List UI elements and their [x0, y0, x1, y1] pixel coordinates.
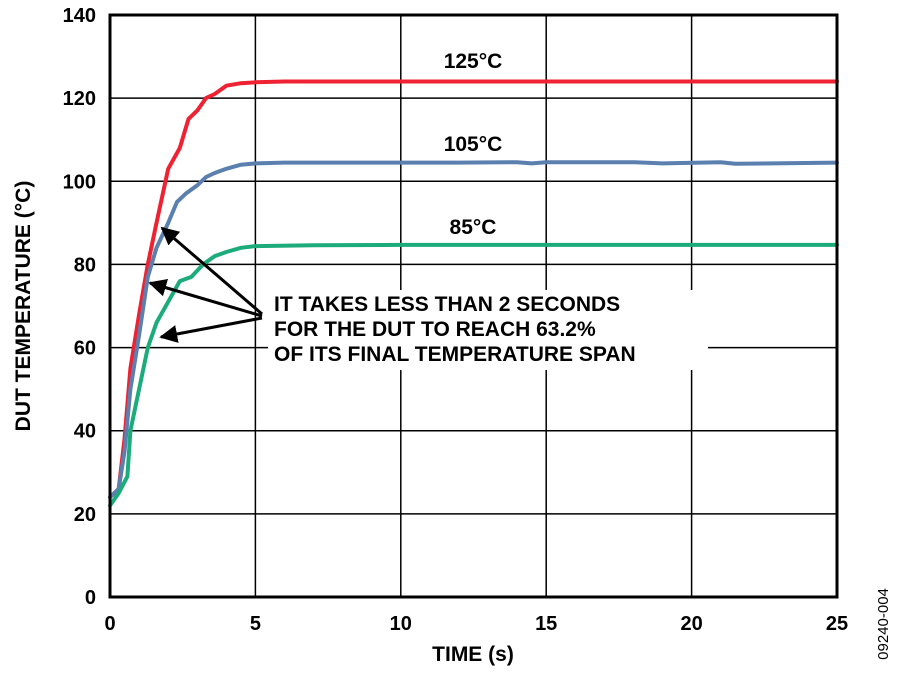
- annotation-line-2: FOR THE DUT TO REACH 63.2%: [274, 318, 596, 341]
- annotation-arrow-125: [160, 226, 263, 316]
- x-tick-label: 5: [250, 613, 261, 635]
- x-tick-label: 15: [535, 613, 557, 635]
- tick-labels: 0 5 10 15 20 25 0 20 40 60 80 100 120 140: [63, 5, 849, 635]
- y-tick-label: 0: [85, 587, 96, 609]
- series-line-2: [108, 242, 839, 508]
- y-tick-label: 40: [74, 421, 96, 443]
- y-tick-label: 60: [74, 338, 96, 360]
- grid: [110, 15, 837, 597]
- figure-id: 09240-004: [875, 588, 892, 660]
- series-lines: [108, 79, 839, 508]
- annotation: IT TAKES LESS THAN 2 SECONDS FOR THE DUT…: [148, 226, 708, 370]
- x-axis-title: TIME (s): [432, 643, 514, 666]
- x-tick-label: 0: [104, 613, 115, 635]
- series-line-1: [108, 160, 839, 500]
- x-tick-label: 10: [390, 613, 412, 635]
- y-tick-label: 20: [74, 504, 96, 526]
- y-axis-title: DUT TEMPERATURE (°C): [12, 181, 35, 432]
- series-label-125: 125°C: [444, 50, 503, 73]
- annotation-background: [268, 290, 708, 370]
- annotation-arrow-85: [159, 316, 263, 343]
- x-tick-label: 25: [826, 613, 848, 635]
- y-tick-label: 80: [74, 254, 96, 276]
- y-tick-label: 120: [63, 88, 96, 110]
- y-tick-label: 140: [63, 5, 96, 27]
- plot-frame: [108, 13, 839, 599]
- series-label-105: 105°C: [444, 133, 503, 156]
- series-labels: 125°C 105°C 85°C: [444, 50, 503, 239]
- annotation-arrow-105: [148, 278, 263, 318]
- series-line-0: [108, 79, 839, 500]
- annotation-line-3: OF ITS FINAL TEMPERATURE SPAN: [274, 343, 636, 366]
- series-label-85: 85°C: [450, 216, 497, 239]
- annotation-line-1: IT TAKES LESS THAN 2 SECONDS: [274, 293, 620, 316]
- y-tick-label: 100: [63, 171, 96, 193]
- x-tick-label: 20: [680, 613, 702, 635]
